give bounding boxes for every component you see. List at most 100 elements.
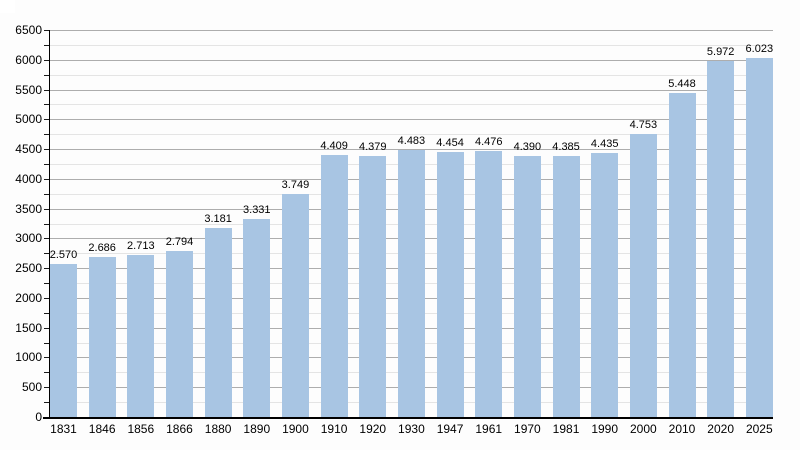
y-axis-tick — [44, 74, 49, 76]
gridline-major — [50, 59, 773, 61]
y-axis-tick — [44, 149, 49, 151]
bar-value-label: 2.794 — [165, 235, 194, 248]
y-labels-layer: 0 500 1000 1500 2000 2500 3000 3500 4000 4500 5000… — [2, 23, 42, 424]
y-axis-tick — [44, 44, 49, 46]
y-tick-label: 3500 — [15, 201, 42, 216]
x-tick-label: 1831 — [50, 422, 77, 436]
gridline-major — [50, 30, 773, 31]
bar-2000: 4.753 2000 — [630, 119, 658, 436]
x-tick-label: 1990 — [591, 422, 619, 436]
bar-1981: 4.385 1981 — [552, 141, 580, 436]
x-tick-label: 1866 — [166, 422, 193, 436]
bar-value-label: 4.390 — [513, 140, 542, 153]
bar-value-label: 3.181 — [204, 212, 232, 225]
y-axis-tick — [44, 163, 49, 165]
y-axis-tick — [44, 193, 49, 195]
y-axis-tick — [44, 297, 49, 299]
bar-1920: 4.379 1920 — [359, 141, 387, 436]
y-axis-tick — [44, 59, 49, 61]
gridline-major — [50, 119, 773, 121]
bar-1831: 2.570 1831 — [50, 249, 78, 436]
bar-value-label: 4.385 — [552, 140, 580, 153]
bar-value-label: 4.753 — [629, 119, 658, 132]
bar-1880: 3.181 1880 — [204, 213, 232, 436]
bar-value-label: 2.686 — [88, 242, 116, 255]
y-tick-label: 6500 — [15, 23, 42, 37]
y-tick-label: 4500 — [15, 142, 42, 157]
gridline-minor — [50, 74, 773, 76]
y-axis-tick — [44, 342, 49, 344]
y-tick-label: 6000 — [15, 52, 42, 67]
gridline-major — [50, 89, 773, 91]
x-tick-label: 1856 — [127, 422, 155, 436]
y-axis-tick — [44, 387, 49, 389]
x-tick-label: 1970 — [514, 422, 541, 436]
bar-2025: 6.023 2025 — [746, 43, 774, 436]
bar-value-label: 3.331 — [243, 203, 271, 216]
y-ticks-layer — [44, 30, 773, 417]
bar-2010: 5.448 2010 — [668, 78, 696, 436]
y-axis-tick — [44, 268, 49, 270]
bar-value-label: 4.483 — [397, 135, 426, 148]
y-axis-tick — [44, 357, 49, 359]
x-tick-label: 2000 — [629, 422, 657, 436]
gridline-minor — [50, 134, 773, 136]
bar-value-label: 2.570 — [49, 249, 78, 261]
x-tick-label: 1981 — [552, 422, 580, 436]
y-tick-label: 4000 — [15, 171, 42, 186]
bar-2020: 5.972 2020 — [707, 46, 735, 436]
x-tick-label: 1846 — [88, 422, 116, 436]
x-tick-label: 1920 — [359, 422, 387, 436]
y-tick-label: 5000 — [15, 112, 42, 127]
bar-1910: 4.409 1910 — [320, 140, 348, 437]
bar-value-label: 4.476 — [474, 135, 503, 148]
bar-1961: 4.476 1961 — [475, 136, 503, 436]
x-tick-label: 1890 — [243, 422, 271, 436]
y-tick-label: 500 — [21, 380, 42, 395]
bar-value-label: 4.409 — [320, 139, 348, 152]
y-axis-tick — [44, 104, 49, 106]
y-axis-tick — [44, 119, 49, 121]
y-tick-label: 2000 — [15, 290, 42, 305]
bar-1900: 3.749 1900 — [282, 179, 310, 436]
y-axis-tick — [44, 223, 49, 225]
y-axis-tick — [44, 89, 49, 91]
x-tick-label: 2020 — [707, 422, 735, 436]
y-tick-label: 1500 — [15, 320, 42, 335]
bar-value-label: 4.435 — [590, 137, 619, 150]
gridline-major — [50, 149, 773, 151]
bar-value-label: 2.713 — [127, 240, 155, 253]
x-tick-label: 2025 — [745, 422, 773, 436]
bar-value-label: 6.023 — [745, 43, 774, 56]
y-axis-tick — [44, 312, 49, 314]
y-axis-tick — [44, 372, 49, 374]
bar-value-label: 3.749 — [281, 178, 310, 191]
gridline-minor — [50, 44, 773, 46]
bar-1866: 2.794 1866 — [166, 236, 194, 436]
bar-value-label: 5.448 — [668, 77, 696, 90]
y-tick-label: 0 — [35, 410, 42, 424]
y-axis-tick — [44, 402, 49, 404]
gridline-minor — [50, 104, 773, 106]
y-tick-label: 2500 — [15, 261, 42, 276]
plot-area: 2.570 1831 2.686 1846 2.713 1856 2.794 1866 3.18… — [15, 23, 774, 437]
bars-layer: 2.570 1831 2.686 1846 2.713 1856 2.794 1866 3.18… — [50, 30, 774, 437]
y-axis-tick — [44, 134, 49, 136]
y-tick-label: 1000 — [15, 350, 42, 365]
bar-1890: 3.331 1890 — [243, 204, 271, 436]
bar-value-label: 5.972 — [706, 46, 735, 59]
y-axis-tick — [44, 238, 49, 240]
x-tick-label: 1880 — [204, 422, 232, 436]
bar-1846: 2.686 1846 — [88, 242, 116, 436]
y-axis-tick — [44, 178, 49, 180]
x-tick-label: 1910 — [320, 422, 348, 436]
bar-value-label: 4.454 — [436, 136, 464, 149]
x-axis-line — [43, 417, 773, 419]
bar-value-label: 4.379 — [358, 141, 387, 154]
bar-1930: 4.483 1930 — [398, 135, 426, 436]
y-axis-tick — [44, 283, 49, 285]
y-tick-label: 3000 — [15, 231, 42, 246]
y-axis-tick — [44, 327, 49, 329]
bar-1970: 4.390 1970 — [514, 141, 542, 436]
